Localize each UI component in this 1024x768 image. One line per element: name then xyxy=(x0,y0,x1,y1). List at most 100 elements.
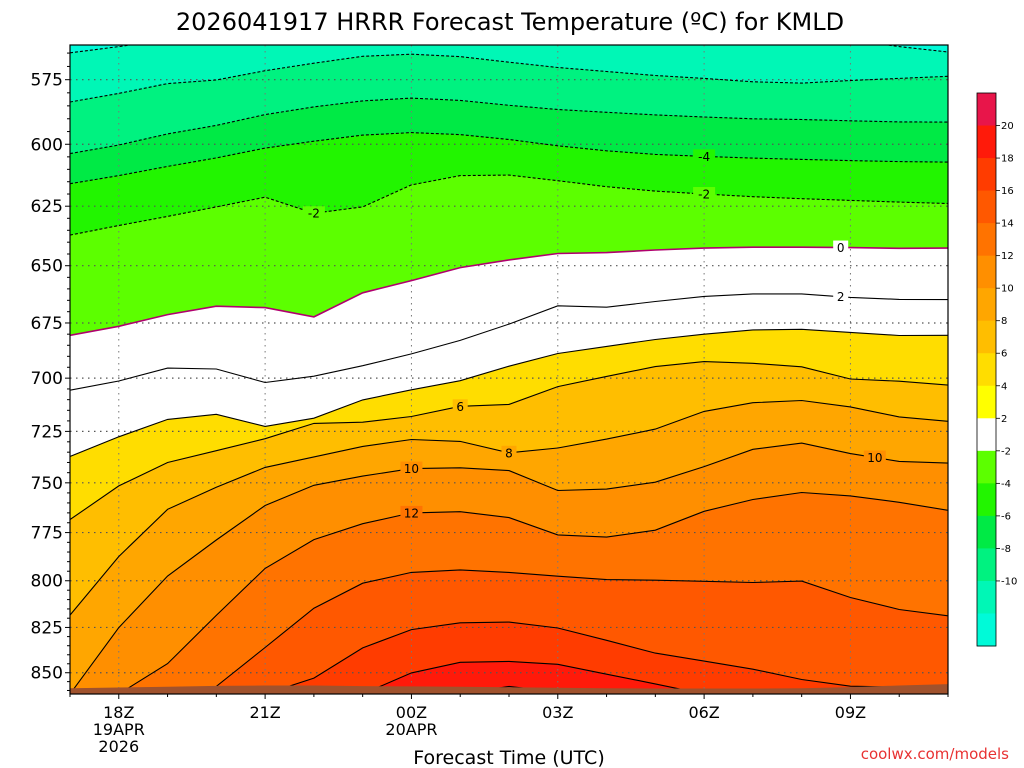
colorbar-cell xyxy=(977,548,996,582)
contour-label-bg xyxy=(863,450,886,465)
colorbar-cell xyxy=(977,158,996,192)
y-tick-label: 750 xyxy=(31,474,63,494)
x-tick-label: 03Z xyxy=(542,703,573,722)
isotherm-line xyxy=(70,328,948,458)
x-tick-label: 2026 xyxy=(98,737,139,756)
colorbar-label: -6 xyxy=(1001,511,1011,522)
colorbar-cell xyxy=(977,190,996,224)
y-tick-label: 700 xyxy=(31,369,63,389)
colorbar-cell xyxy=(977,320,996,354)
contour-label: 10 xyxy=(867,451,882,465)
y-tick-label: 625 xyxy=(31,197,63,217)
colorbar-cell xyxy=(977,223,996,257)
isotherm-line xyxy=(70,174,948,236)
isotherm-line xyxy=(70,660,948,694)
y-tick-label: 575 xyxy=(31,71,63,91)
plot-area xyxy=(70,45,948,694)
contour-label-bg xyxy=(501,445,517,460)
isotherm-line xyxy=(70,491,948,694)
x-tick-label: 09Z xyxy=(835,703,866,722)
y-tick-label: 600 xyxy=(31,135,63,155)
colorbar-label: 6 xyxy=(1001,349,1007,360)
y-tick-label: 725 xyxy=(31,422,63,442)
contour-label-bg xyxy=(452,399,468,414)
colorbar-cell xyxy=(977,385,996,419)
colorbar-cell xyxy=(977,255,996,289)
contour-label-bg xyxy=(693,187,716,202)
contour-label-bg xyxy=(302,206,325,221)
isotherm-line xyxy=(70,132,948,185)
y-tick-label: 650 xyxy=(31,257,63,277)
colorbar-label: 18 xyxy=(1001,154,1014,165)
contour-label-bg xyxy=(693,149,716,164)
colorbar-cell xyxy=(977,450,996,484)
isotherm-line xyxy=(70,246,948,337)
contour-label-bg xyxy=(400,505,423,520)
band-fill xyxy=(70,661,948,694)
colorbar-label: -4 xyxy=(1001,479,1011,490)
colorbar-cell xyxy=(977,418,996,452)
colorbar-label: 20 xyxy=(1001,121,1014,132)
x-tick-label: 19APR xyxy=(93,720,145,739)
x-tick-label: 20APR xyxy=(385,720,437,739)
y-tick-label: 675 xyxy=(31,314,63,334)
colorbar-label: 12 xyxy=(1001,251,1014,262)
contour-label-bg xyxy=(400,461,423,476)
isotherm-line xyxy=(70,97,948,155)
colorbar-label: 10 xyxy=(1001,284,1014,295)
contour-label: 2 xyxy=(837,290,845,304)
y-tick-label: 825 xyxy=(31,618,63,638)
contour-label: 0 xyxy=(837,241,845,255)
contour-labels: -4 -2 -2 0 2 6 8 10 10 12 xyxy=(302,149,886,520)
colorbar-label: -8 xyxy=(1001,544,1011,555)
colorbar-cell xyxy=(977,93,996,127)
colorbar-cell xyxy=(977,580,996,614)
x-tick-label: 18Z xyxy=(103,703,134,722)
colorbar-cell xyxy=(977,125,996,159)
x-tick-label: 06Z xyxy=(688,703,719,722)
colorbar-label: 8 xyxy=(1001,316,1007,327)
y-tick-label: 775 xyxy=(31,524,63,544)
contour-label: -2 xyxy=(308,207,320,221)
x-tick-label: 21Z xyxy=(249,703,280,722)
x-tick-label: 00Z xyxy=(396,703,427,722)
colorbar-cell xyxy=(977,288,996,322)
y-tick-label: 800 xyxy=(31,572,63,592)
colorbar-cell xyxy=(977,613,996,647)
temperature-fill-layer xyxy=(70,45,948,694)
colorbar-cell xyxy=(977,483,996,517)
contour-label: -4 xyxy=(698,150,710,164)
colorbar-label: 2 xyxy=(1001,414,1007,425)
contour-label-bg xyxy=(833,240,849,255)
isotherm-line xyxy=(70,293,948,391)
y-tick-label: 850 xyxy=(31,664,63,684)
colorbar-label: -10 xyxy=(1001,576,1017,587)
gridlines xyxy=(70,45,948,694)
contour-label: 10 xyxy=(404,462,419,476)
credit-text: coolwx.com/models xyxy=(861,745,1009,763)
x-axis-label: Forecast Time (UTC) xyxy=(413,747,604,768)
colorbar-frame xyxy=(976,92,997,647)
isotherm-line xyxy=(70,685,948,694)
contour-label-bg xyxy=(833,289,849,304)
contour-label: 8 xyxy=(505,446,513,460)
ground-surface xyxy=(70,684,948,694)
isotherm-line xyxy=(70,53,948,103)
isotherm-line xyxy=(70,621,948,694)
isotherm-line xyxy=(70,442,948,694)
colorbar: 20 18 16 14 12 10 8 6 4 2 -2 -4 -6 -8 -10 xyxy=(976,92,1017,647)
colorbar-label: 16 xyxy=(1001,186,1014,197)
colorbar-cell xyxy=(977,515,996,549)
y-axis: 575 600 625 650 675 700 725 750 775 800 825 850 xyxy=(31,52,70,691)
contour-label: 12 xyxy=(404,506,419,520)
colorbar-cell xyxy=(977,353,996,387)
band-fill xyxy=(70,622,948,694)
isotherm-line xyxy=(70,361,948,521)
colorbar-label: 4 xyxy=(1001,381,1007,392)
contour-label: 6 xyxy=(456,400,464,414)
contour-label: -2 xyxy=(698,188,710,202)
colorbar-label: -2 xyxy=(1001,446,1011,457)
chart-title: 2026041917 HRRR Forecast Temperature (ºC… xyxy=(176,8,844,36)
